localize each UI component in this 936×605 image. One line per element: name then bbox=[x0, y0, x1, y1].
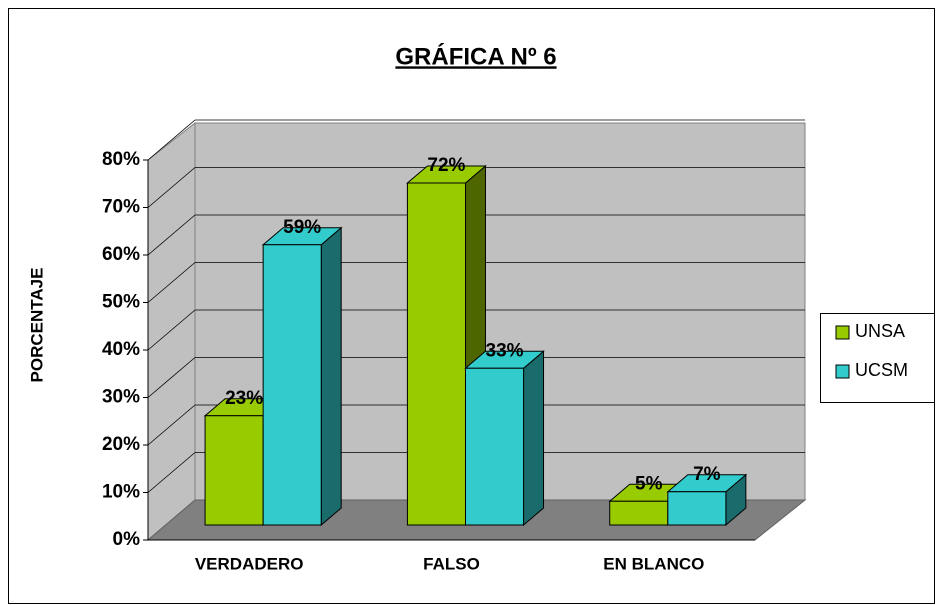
bar bbox=[666, 473, 748, 527]
bar-front bbox=[667, 491, 727, 526]
x-tick-label: VERDADERO bbox=[195, 554, 304, 573]
y-tick-label: 70% bbox=[102, 197, 140, 218]
bar-front bbox=[464, 367, 525, 526]
legend-label: UCSM bbox=[855, 360, 908, 380]
legend-label: UNSA bbox=[855, 321, 905, 341]
bar bbox=[464, 350, 545, 527]
bar-side bbox=[523, 350, 545, 527]
bar-front bbox=[262, 244, 322, 526]
y-tick-label: 0% bbox=[113, 529, 141, 550]
y-tick-label: 30% bbox=[102, 387, 140, 408]
legend-swatch bbox=[835, 364, 850, 379]
y-tick-label: 10% bbox=[102, 482, 140, 503]
y-tick-label: 40% bbox=[102, 339, 140, 360]
x-tick-label: FALSO bbox=[423, 554, 480, 573]
y-tick-label: 60% bbox=[102, 244, 140, 265]
value-label: 23% bbox=[225, 388, 263, 409]
y-tick-label: 20% bbox=[102, 434, 140, 455]
bar-front bbox=[204, 415, 264, 526]
grid-line bbox=[147, 309, 196, 351]
chart-title: GRÁFICA Nº 6 bbox=[395, 42, 556, 70]
grid-line bbox=[147, 119, 196, 161]
y-tick-label: 80% bbox=[102, 149, 140, 170]
grid-line bbox=[147, 452, 196, 493]
side-wall bbox=[147, 121, 196, 542]
grid-line bbox=[147, 214, 196, 256]
grid-line bbox=[147, 357, 196, 398]
value-label: 7% bbox=[693, 464, 721, 485]
bar bbox=[261, 226, 343, 527]
value-label: 72% bbox=[427, 155, 465, 176]
bar-side bbox=[320, 226, 342, 527]
y-axis-label: PORCENTAJE bbox=[27, 268, 46, 383]
legend-swatch bbox=[835, 325, 850, 340]
grid-line bbox=[147, 167, 196, 208]
value-label: 33% bbox=[486, 340, 524, 361]
grid-line bbox=[147, 404, 196, 446]
grid-line bbox=[147, 262, 196, 303]
bar-front bbox=[406, 182, 466, 526]
y-tick-label: 50% bbox=[102, 292, 140, 313]
value-label: 5% bbox=[635, 473, 663, 494]
x-tick-label: EN BLANCO bbox=[603, 554, 704, 573]
value-label: 59% bbox=[283, 217, 321, 238]
bar-front bbox=[609, 500, 669, 526]
